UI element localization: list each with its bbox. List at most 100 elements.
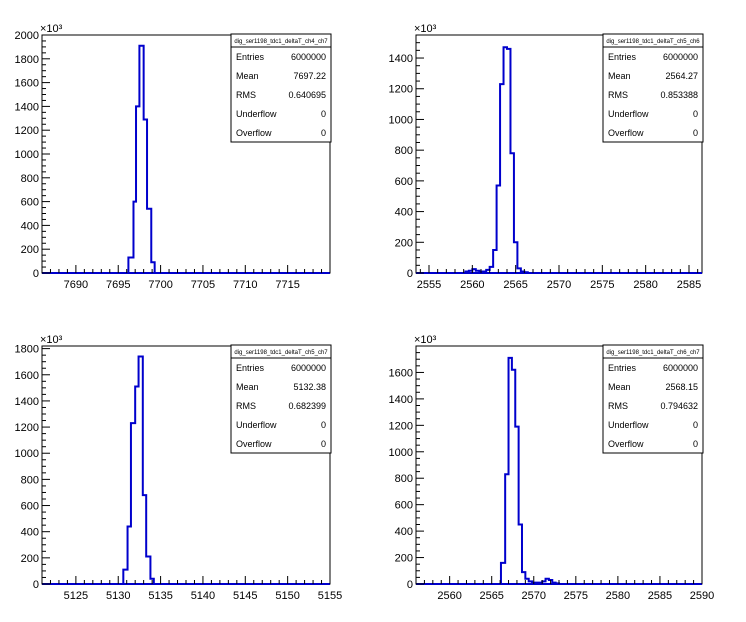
x-tick-label: 2560 (437, 590, 461, 602)
y-tick-label: 1000 (15, 448, 39, 460)
y-tick-label: 800 (21, 474, 39, 486)
x-tick-label: 2555 (417, 279, 441, 291)
stats-label: Underflow (608, 420, 649, 430)
y-tick-label: 1400 (389, 53, 413, 65)
stats-value: 2568.15 (665, 382, 698, 392)
stats-value: 7697.22 (293, 71, 326, 81)
y-tick-label: 400 (395, 207, 413, 219)
x-tick-label: 2565 (503, 279, 527, 291)
stats-title: dig_ser1198_tdc1_deltaT_ch4_ch7 (234, 39, 328, 45)
stats-box (602, 344, 704, 454)
y-tick-label: 200 (21, 244, 39, 256)
y-tick-label: 200 (395, 237, 413, 249)
stats-label: Entries (236, 52, 265, 62)
histogram-panel-2: 2555 2560 2565 2570 2575 2580 2585 0 200 400 600 80… (389, 23, 704, 291)
stats-value: 6000000 (663, 363, 698, 373)
stats-label: Underflow (236, 420, 277, 430)
stats-label: Overflow (608, 439, 644, 449)
stats-value: 6000000 (291, 363, 326, 373)
stats-value: 0 (693, 109, 698, 119)
histogram-panel-3: 5125 5130 5135 5140 5145 5150 5155 0 200 400 600 80… (15, 334, 343, 602)
y-multiplier-label: ×10³ (414, 23, 437, 35)
y-tick-label: 1400 (15, 101, 39, 113)
stats-label: Entries (608, 52, 637, 62)
y-tick-label: 1000 (389, 447, 413, 459)
y-tick-label: 2000 (15, 30, 39, 42)
y-tick-label: 600 (21, 501, 39, 513)
y-tick-label: 1200 (389, 84, 413, 96)
y-tick-label: 0 (33, 579, 39, 591)
y-tick-label: 800 (395, 145, 413, 157)
y-tick-label: 1600 (389, 367, 413, 379)
stats-value: 6000000 (291, 52, 326, 62)
stats-value: 6000000 (663, 52, 698, 62)
y-tick-label: 0 (33, 268, 39, 280)
x-tick-label: 5145 (233, 590, 257, 602)
histogram-line (127, 44, 156, 273)
histogram-panel-1: 7690 7695 7700 7705 7710 7715 0 200 400 600 800 100… (15, 23, 332, 291)
y-tick-label: 1800 (15, 344, 39, 356)
y-tick-label: 1800 (15, 54, 39, 66)
stats-label: RMS (608, 90, 628, 100)
x-tick-label: 7705 (191, 279, 215, 291)
y-tick-label: 0 (407, 268, 413, 280)
y-tick-label: 600 (21, 197, 39, 209)
stats-label: Underflow (236, 109, 277, 119)
stats-label: Mean (236, 382, 259, 392)
x-tick-label: 2575 (564, 590, 588, 602)
x-tick-label: 2575 (590, 279, 614, 291)
stats-label: Entries (236, 363, 265, 373)
stats-value: 0 (693, 420, 698, 430)
stats-value: 0 (693, 439, 698, 449)
x-tick-label: 5155 (318, 590, 342, 602)
stats-label: RMS (236, 401, 256, 411)
stats-box (230, 33, 332, 143)
x-tick-label: 2590 (690, 590, 714, 602)
x-tick-label: 2565 (479, 590, 503, 602)
stats-value: 0.853388 (660, 90, 698, 100)
y-tick-label: 1200 (15, 125, 39, 137)
histogram-line (499, 356, 560, 585)
stats-value: 0 (321, 420, 326, 430)
y-multiplier-label: ×10³ (414, 334, 437, 346)
x-tick-label: 7690 (64, 279, 88, 291)
y-tick-label: 1200 (15, 422, 39, 434)
stats-label: Overflow (608, 128, 644, 138)
x-tick-label: 7695 (106, 279, 130, 291)
stats-title: dig_ser1198_tdc1_deltaT_ch6_ch7 (606, 350, 700, 356)
x-tick-label: 5135 (148, 590, 172, 602)
stats-label: RMS (608, 401, 628, 411)
stats-value: 5132.38 (293, 382, 326, 392)
stats-value: 2564.27 (665, 71, 698, 81)
y-tick-label: 800 (395, 473, 413, 485)
histogram-line (464, 46, 529, 274)
y-tick-label: 1000 (15, 149, 39, 161)
x-tick-label: 2570 (547, 279, 571, 291)
x-tick-label: 7715 (275, 279, 299, 291)
stats-value: 0.640695 (288, 90, 326, 100)
y-tick-label: 1400 (15, 396, 39, 408)
y-tick-label: 600 (395, 500, 413, 512)
stats-label: Mean (608, 71, 631, 81)
x-tick-label: 5140 (191, 590, 215, 602)
y-tick-label: 400 (395, 526, 413, 538)
stats-title: dig_ser1198_tdc1_deltaT_ch5_ch6 (606, 39, 700, 45)
stats-box (602, 33, 704, 143)
stats-label: Mean (236, 71, 259, 81)
stats-label: Overflow (236, 128, 272, 138)
stats-box (230, 344, 332, 454)
y-tick-label: 1600 (15, 78, 39, 90)
x-tick-label: 5130 (106, 590, 130, 602)
x-tick-label: 7710 (233, 279, 257, 291)
stats-value: 0 (321, 128, 326, 138)
y-tick-label: 1600 (15, 370, 39, 382)
stats-value: 0 (693, 128, 698, 138)
histogram-line (122, 355, 155, 584)
y-tick-label: 1000 (389, 114, 413, 126)
y-tick-label: 200 (395, 553, 413, 565)
y-tick-label: 600 (395, 176, 413, 188)
x-tick-label: 2570 (522, 590, 546, 602)
x-tick-label: 2580 (606, 590, 630, 602)
y-tick-label: 400 (21, 527, 39, 539)
